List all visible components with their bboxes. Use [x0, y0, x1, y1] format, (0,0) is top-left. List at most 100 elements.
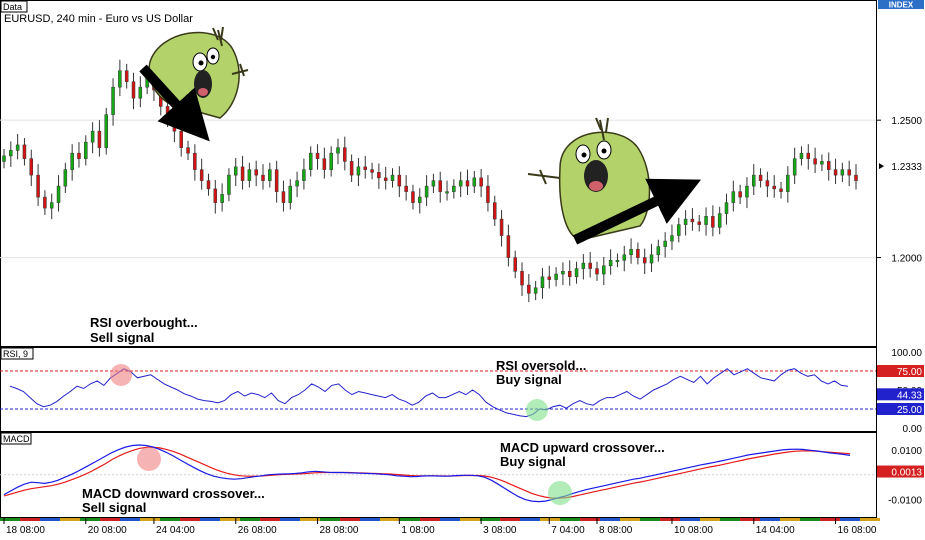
macd-panel-frame [0, 432, 877, 518]
main-y-tick-label: 1.2000 [891, 254, 922, 265]
candle-body [581, 262, 586, 269]
candle-body [465, 180, 470, 187]
session-strip [560, 518, 580, 521]
candle-body [799, 152, 804, 159]
candle-body [179, 130, 183, 148]
candle-body [697, 221, 701, 225]
session-strip [400, 518, 420, 521]
session-strip [360, 518, 380, 521]
bearish-creature-illustration [139, 26, 249, 142]
candle-body [15, 144, 20, 151]
candle-body [649, 254, 654, 264]
session-strip [640, 518, 660, 521]
candle-body [438, 180, 442, 192]
candle-body [820, 161, 824, 165]
macd-value-tag [877, 465, 924, 478]
candle-body [704, 216, 708, 225]
candle-body [370, 169, 374, 173]
data-label-box [0, 0, 28, 13]
candle-body [295, 180, 299, 187]
x-tick-label: 14 04:00 [756, 525, 795, 535]
candle-body [329, 152, 333, 170]
candle-body [111, 86, 115, 115]
candle-body [567, 271, 572, 278]
session-strip [160, 518, 180, 521]
session-strip [60, 518, 80, 521]
candle-body [70, 152, 74, 170]
candle-body [642, 257, 647, 264]
x-tick-label: 7 04:00 [551, 525, 585, 535]
candle-body [220, 194, 224, 203]
candle-body [711, 216, 715, 228]
candle-body [670, 235, 674, 242]
macd-label: MACD [3, 434, 30, 444]
session-strip [0, 518, 20, 521]
index-badge [878, 0, 924, 9]
session-strip [520, 518, 540, 521]
rsi-overbought-annotation: RSI overbought... [90, 315, 198, 330]
candle-body [104, 114, 108, 148]
candle-body [608, 260, 613, 267]
candle-body [533, 287, 538, 294]
bullish-creature-illustration [527, 117, 702, 245]
main-grid [0, 119, 876, 259]
candle-body [288, 185, 293, 203]
candle-body [411, 191, 415, 203]
candle-body [63, 169, 68, 187]
macd-label-box [0, 432, 32, 445]
session-strip [540, 518, 560, 521]
session-strip [800, 518, 820, 521]
candle-body [806, 152, 811, 159]
candle-body [602, 265, 606, 275]
main-panel-frame [0, 0, 877, 347]
session-strip [680, 518, 700, 521]
candle-body [165, 106, 170, 121]
candle-body [690, 218, 695, 223]
candle-body [527, 284, 531, 294]
main-y-axis: 1.2500 1.2000 1.2333 [876, 116, 924, 265]
candle-body [274, 169, 279, 192]
candle-body [233, 166, 238, 176]
candle-body [206, 180, 211, 190]
time-axis: 18 08:00 20 08:00 24 04:00 26 08:00 28 08:00… [0, 518, 880, 536]
candle-body [758, 174, 763, 181]
x-tick-label: 1 08:00 [401, 525, 435, 535]
candle-body [97, 130, 102, 148]
macd-y-axis: 0.0100 0.0013 -0.0100 [877, 446, 924, 507]
candle-body [786, 174, 790, 192]
candle-body [56, 185, 61, 203]
candle-body [247, 169, 252, 181]
rsi-line [9, 368, 849, 418]
candle-body [268, 169, 272, 181]
candle-body [683, 218, 688, 225]
candle-body [506, 235, 511, 258]
candle-body [240, 166, 245, 181]
candle-body [9, 150, 13, 157]
candle-body [765, 180, 770, 187]
x-tick-label: 3 08:00 [483, 525, 517, 535]
chart-subtitle: EURUSD, 240 min - Euro vs US Dollar [4, 13, 193, 25]
x-tick-label: 26 08:00 [238, 525, 277, 535]
candle-body [520, 271, 524, 286]
candle-body [193, 152, 197, 170]
candle-body [22, 144, 27, 159]
session-strip [420, 518, 440, 521]
candle-body [186, 147, 190, 154]
session-strip [500, 518, 520, 521]
candle-body [629, 249, 633, 256]
rsi-y-tick-label: 75.00 [897, 367, 922, 378]
candle-body [343, 147, 347, 162]
candle-body [397, 174, 402, 187]
candle-body [302, 169, 306, 181]
session-strip [140, 518, 160, 521]
x-tick-label: 16 08:00 [838, 525, 877, 535]
candle-body [281, 191, 286, 203]
macd-line [3, 444, 851, 503]
candle-body [199, 169, 204, 181]
candle-body [227, 174, 231, 195]
session-strip [860, 518, 880, 521]
candle-body [752, 174, 756, 187]
candle-body [826, 161, 831, 170]
session-strip [620, 518, 640, 521]
session-strip [740, 518, 760, 521]
